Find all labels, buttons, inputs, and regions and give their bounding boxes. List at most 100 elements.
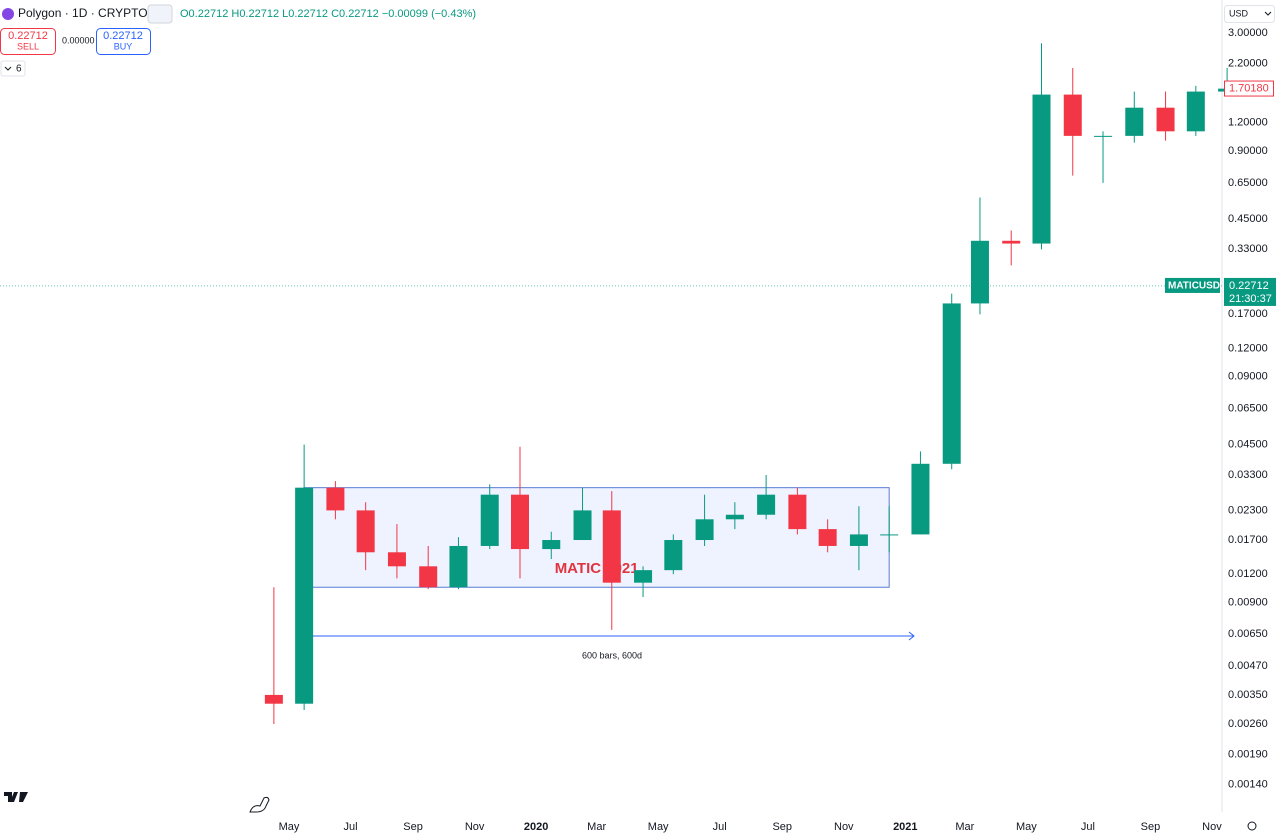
last-price-label: 0.22712	[1229, 280, 1269, 292]
last-price-tag	[1224, 277, 1276, 306]
candle-body	[295, 487, 314, 704]
candle-body	[664, 540, 683, 571]
ohlc-legend: O0.22712 H0.22712 L0.22712 C0.22712 −0.0…	[180, 8, 476, 20]
y-tick-label: 0.00350	[1228, 689, 1268, 701]
x-tick-label: Sep	[403, 821, 423, 833]
y-tick-label: 0.00650	[1228, 628, 1268, 640]
candle-body	[573, 510, 592, 541]
y-tick-label: 0.03300	[1228, 469, 1268, 481]
measure-label: 600 bars, 600d	[582, 650, 642, 660]
y-tick-label: 0.00140	[1228, 779, 1268, 791]
candle-body	[880, 534, 899, 536]
candle-body	[849, 534, 868, 546]
x-tick-label: 2020	[524, 821, 548, 833]
sell-label: SELL	[17, 41, 39, 51]
candle-body	[695, 519, 714, 541]
candle-body	[1156, 107, 1175, 132]
x-tick-label: May	[279, 821, 300, 833]
x-tick-label: Jul	[1081, 821, 1095, 833]
x-tick-label: May	[1016, 821, 1037, 833]
settings-icon[interactable]	[1247, 821, 1257, 831]
y-tick-label: 0.01200	[1228, 568, 1268, 580]
current-price-label: 1.70180	[1229, 82, 1269, 94]
ticker-label: MATICUSD	[1168, 281, 1220, 292]
candle-body	[602, 510, 621, 583]
dino-icon[interactable]	[249, 796, 270, 813]
buy-button[interactable]	[96, 28, 151, 55]
buy-price: 0.22712	[103, 30, 143, 42]
spread: 0.00000	[62, 35, 95, 45]
candle-body	[264, 694, 283, 704]
y-tick-label: 0.33000	[1228, 243, 1268, 255]
candle-body	[510, 494, 529, 550]
y-tick-label: 0.00190	[1228, 749, 1268, 761]
y-tick-label: 0.17000	[1228, 308, 1268, 320]
sell-button[interactable]	[0, 28, 56, 55]
y-tick-label: 0.09000	[1228, 371, 1268, 383]
candle-body	[911, 463, 930, 535]
x-tick-label: Sep	[772, 821, 792, 833]
candle-body	[1063, 94, 1082, 136]
x-tick-label: Sep	[1141, 821, 1161, 833]
compare-button[interactable]	[147, 4, 173, 24]
y-tick-label: 0.00470	[1228, 660, 1268, 672]
candle-body	[788, 494, 807, 530]
chevron	[4, 66, 12, 71]
candle-body	[419, 566, 438, 588]
x-tick-label: Jul	[713, 821, 727, 833]
indicators-toggle[interactable]	[0, 60, 26, 77]
candle-body	[449, 545, 468, 588]
candle-body	[1002, 240, 1021, 244]
symbol-title[interactable]: Polygon · 1D · CRYPTO	[18, 6, 148, 20]
candle-body	[356, 510, 375, 553]
indicator-count: 6	[16, 64, 22, 75]
x-tick-label: 2021	[893, 821, 917, 833]
y-tick-label: 0.00260	[1228, 718, 1268, 730]
symbol-logo	[2, 8, 14, 20]
x-tick-label: Nov	[1202, 821, 1222, 833]
y-tick-label: 0.00900	[1228, 596, 1268, 608]
box-label: MATIC 2021	[555, 560, 639, 577]
y-tick-label: 0.45000	[1228, 213, 1268, 225]
x-tick-label: May	[648, 821, 669, 833]
candle-body	[387, 552, 406, 567]
current-price-tag	[1224, 80, 1274, 97]
y-tick-label: 0.06500	[1228, 402, 1268, 414]
candle-body	[542, 540, 561, 550]
candle-body	[634, 570, 653, 583]
candle-body	[326, 487, 345, 511]
y-tick-label: 0.01700	[1228, 534, 1268, 546]
candle-body	[1125, 107, 1144, 136]
x-tick-label: Mar	[587, 821, 606, 833]
y-tick-label: 0.02300	[1228, 504, 1268, 516]
x-tick-label: Nov	[834, 821, 854, 833]
ticker-tag	[1165, 277, 1220, 293]
candle-body	[1094, 135, 1113, 137]
buy-label: BUY	[114, 41, 133, 51]
arrow-head	[908, 631, 915, 641]
y-tick-label: 2.20000	[1228, 57, 1268, 69]
y-tick-label: 0.90000	[1228, 145, 1268, 157]
tv-logo[interactable]	[4, 792, 28, 802]
candle-body	[757, 494, 776, 515]
y-tick-label: 0.12000	[1228, 342, 1268, 354]
countdown: 21:30:37	[1229, 293, 1272, 305]
candle-body	[818, 529, 837, 546]
candle-body	[970, 240, 989, 304]
y-tick-label: 0.65000	[1228, 177, 1268, 189]
y-tick-label: 3.00000	[1228, 27, 1268, 39]
candle-body	[1186, 91, 1205, 132]
candle-body	[942, 303, 961, 464]
x-tick-label: Nov	[465, 821, 485, 833]
currency-select[interactable]	[1224, 5, 1275, 23]
x-tick-label: Mar	[955, 821, 974, 833]
candle-body	[725, 514, 744, 520]
y-tick-label: 0.04500	[1228, 439, 1268, 451]
currency: USD	[1229, 8, 1249, 18]
candle-body	[1032, 94, 1051, 244]
candle-body	[480, 494, 499, 546]
sell-price: 0.22712	[8, 30, 48, 42]
x-tick-label: Jul	[343, 821, 357, 833]
y-tick-label: 1.20000	[1228, 117, 1268, 129]
